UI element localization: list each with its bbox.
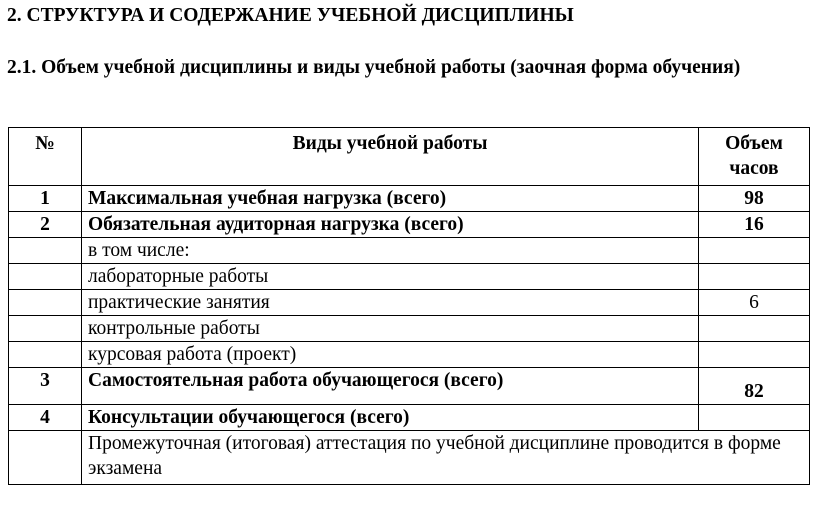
table-row: 1 Максимальная учебная нагрузка (всего) … (8, 185, 810, 212)
header-type: Виды учебной работы (81, 127, 699, 186)
row-hours (698, 237, 810, 264)
section-title: 2. СТРУКТУРА И СОДЕРЖАНИЕ УЧЕБНОЙ ДИСЦИП… (7, 5, 574, 26)
row-num (8, 237, 82, 264)
table-row: лабораторные работы (8, 263, 810, 290)
row-type: контрольные работы (81, 315, 699, 342)
header-hours: Объем часов (698, 127, 810, 186)
footer-note: Промежуточная (итоговая) аттестация по у… (81, 430, 810, 485)
table-row: 4 Консультации обучающегося (всего) (8, 404, 810, 431)
row-hours: 82 (698, 367, 810, 405)
row-hours (698, 315, 810, 342)
row-hours (698, 404, 810, 431)
subsection-title: 2.1. Объем учебной дисциплины и виды уче… (7, 57, 741, 78)
row-num (8, 263, 82, 290)
row-num: 3 (8, 367, 82, 405)
table-row: 3 Самостоятельная работа обучающегося (в… (8, 367, 810, 405)
row-num: 4 (8, 404, 82, 431)
row-hours (698, 263, 810, 290)
row-num (8, 341, 82, 368)
header-num: № (8, 127, 82, 186)
row-hours: 6 (698, 289, 810, 316)
row-type: практические занятия (81, 289, 699, 316)
table-header-row: № Виды учебной работы Объем часов (8, 127, 810, 186)
row-hours: 16 (698, 211, 810, 238)
row-type: Обязательная аудиторная нагрузка (всего) (81, 211, 699, 238)
table-row: в том числе: (8, 237, 810, 264)
table-row: 2 Обязательная аудиторная нагрузка (всег… (8, 211, 810, 238)
table-footer-row: Промежуточная (итоговая) аттестация по у… (8, 430, 810, 485)
table-row: курсовая работа (проект) (8, 341, 810, 368)
row-hours (698, 341, 810, 368)
row-num: 1 (8, 185, 82, 212)
row-num (8, 289, 82, 316)
row-type: Самостоятельная работа обучающегося (все… (81, 367, 699, 405)
footer-empty-cell (8, 430, 82, 485)
row-type: курсовая работа (проект) (81, 341, 699, 368)
table-row: контрольные работы (8, 315, 810, 342)
row-type: в том числе: (81, 237, 699, 264)
row-num (8, 315, 82, 342)
row-num: 2 (8, 211, 82, 238)
table-row: практические занятия 6 (8, 289, 810, 316)
row-type: Максимальная учебная нагрузка (всего) (81, 185, 699, 212)
row-type: Консультации обучающегося (всего) (81, 404, 699, 431)
row-hours: 98 (698, 185, 810, 212)
study-load-table: № Виды учебной работы Объем часов 1 Макс… (8, 127, 810, 485)
row-type: лабораторные работы (81, 263, 699, 290)
